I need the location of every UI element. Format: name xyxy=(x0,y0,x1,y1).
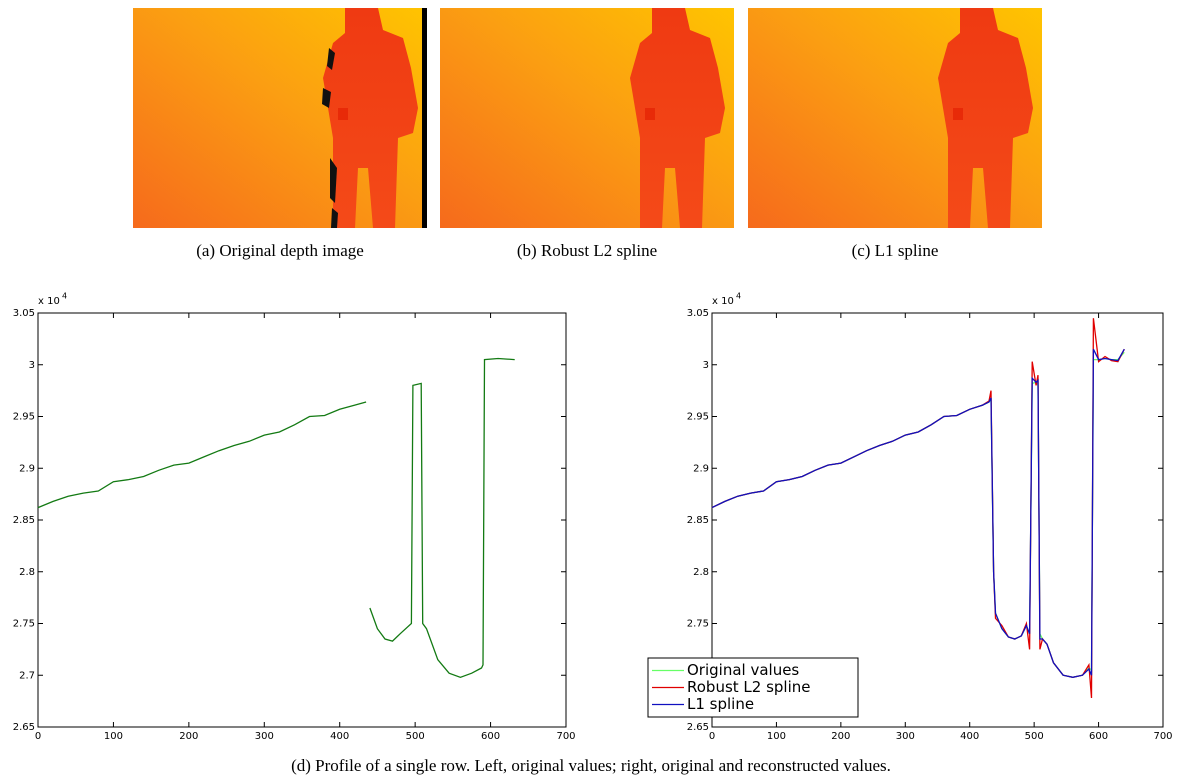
line xyxy=(37,357,515,678)
plot-frame xyxy=(37,312,567,728)
x-tick-label: 200 xyxy=(179,731,198,742)
x-tick-label: 300 xyxy=(255,731,274,742)
x-tick-label: 400 xyxy=(330,731,349,742)
caption: (a) Original depth image xyxy=(196,241,364,260)
y-tick-label: 2.95 xyxy=(13,412,35,423)
x-tick-label: 600 xyxy=(1089,731,1108,742)
line xyxy=(711,318,1125,699)
y-tick-label: 2.85 xyxy=(687,515,709,526)
y-tick-label: 2.8 xyxy=(693,567,709,578)
y-scale-exponent: 4 xyxy=(62,292,67,301)
caption: (c) L1 spline xyxy=(852,241,939,260)
legend-label: L1 spline xyxy=(687,695,754,713)
y-tick-label: 2.75 xyxy=(687,619,709,630)
y-tick-label: 3.05 xyxy=(687,308,709,319)
y-tick-label: 3 xyxy=(703,360,709,371)
legend-label: Original values xyxy=(687,661,799,679)
x-tick-label: 200 xyxy=(831,731,850,742)
depth-image-a xyxy=(133,8,427,228)
y-tick-label: 3 xyxy=(29,360,35,371)
y-tick-label: 2.8 xyxy=(19,567,35,578)
depth-image-c xyxy=(748,8,1042,228)
y-scale-label: x 10 xyxy=(38,296,60,307)
caption: (b) Robust L2 spline xyxy=(517,241,657,260)
line xyxy=(711,351,1125,678)
y-scale-label: x 10 xyxy=(712,296,734,307)
caption: (d) Profile of a single row. Left, origi… xyxy=(291,756,891,775)
y-tick-label: 2.85 xyxy=(13,515,35,526)
legend-label: Robust L2 spline xyxy=(687,678,811,696)
y-tick-label: 2.65 xyxy=(13,722,35,733)
y-tick-label: 2.65 xyxy=(687,722,709,733)
x-tick-label: 100 xyxy=(767,731,786,742)
y-scale-exponent: 4 xyxy=(736,292,741,301)
depth-image-b xyxy=(440,8,734,228)
y-tick-label: 2.9 xyxy=(19,463,35,474)
x-tick-label: 300 xyxy=(896,731,915,742)
x-tick-label: 700 xyxy=(1153,731,1172,742)
y-tick-label: 2.95 xyxy=(687,412,709,423)
x-tick-label: 100 xyxy=(104,731,123,742)
y-tick-label: 2.75 xyxy=(13,619,35,630)
x-tick-label: 400 xyxy=(960,731,979,742)
x-tick-label: 0 xyxy=(709,731,715,742)
y-tick-label: 3.05 xyxy=(13,308,35,319)
line xyxy=(711,348,1125,678)
x-tick-label: 700 xyxy=(556,731,575,742)
x-tick-label: 600 xyxy=(481,731,500,742)
y-tick-label: 2.7 xyxy=(19,670,35,681)
y-tick-label: 2.9 xyxy=(693,463,709,474)
x-tick-label: 500 xyxy=(406,731,425,742)
x-tick-label: 500 xyxy=(1025,731,1044,742)
x-tick-label: 0 xyxy=(35,731,41,742)
